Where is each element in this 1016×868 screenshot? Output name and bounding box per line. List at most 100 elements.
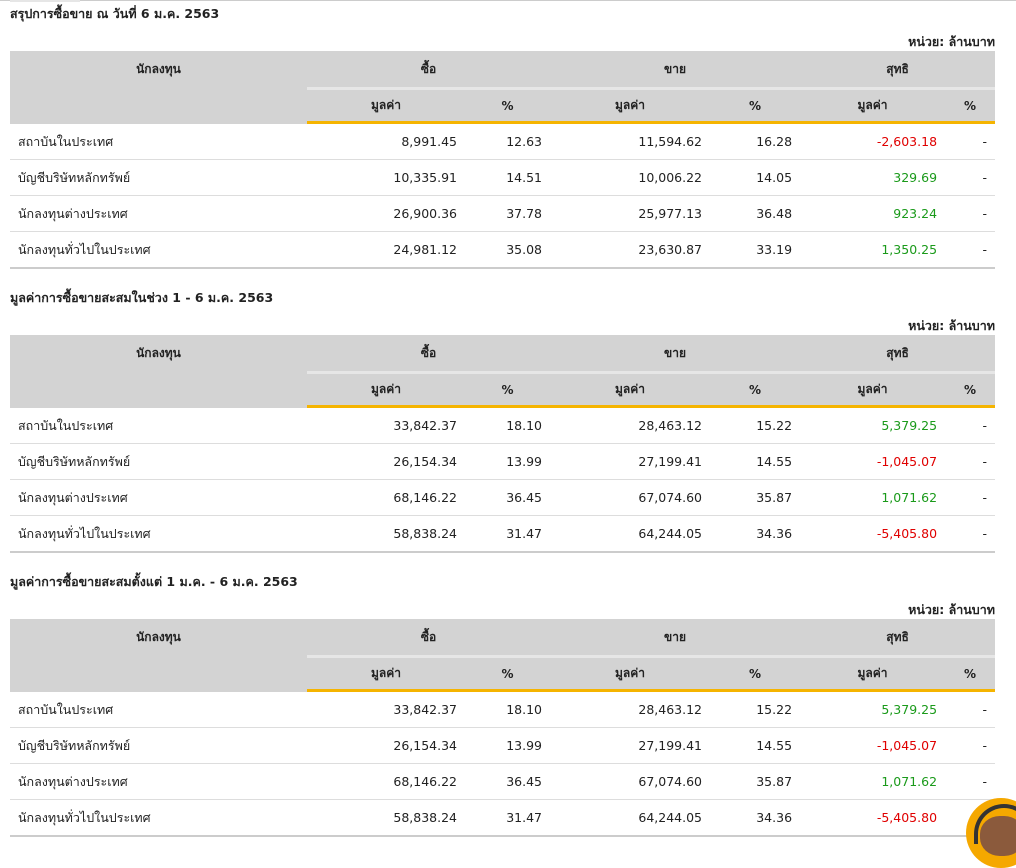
trading-summary-section: มูลค่าการซื้อขายสะสมในช่วง 1 - 6 ม.ค. 25… (10, 284, 996, 553)
header-pct: % (465, 655, 551, 692)
buy-pct: 13.99 (465, 443, 551, 480)
net-value: 5,379.25 (800, 406, 946, 444)
header-net: สุทธิ (800, 619, 996, 657)
sell-pct: 15.22 (710, 406, 801, 444)
section-title: มูลค่าการซื้อขายสะสมตั้งแต่ 1 ม.ค. - 6 ม… (10, 574, 298, 589)
buy-value: 8,991.45 (307, 122, 465, 160)
sell-value: 67,074.60 (550, 763, 711, 800)
header-pct: % (465, 371, 551, 408)
sell-value: 10,006.22 (550, 159, 711, 196)
buy-value: 58,838.24 (307, 515, 465, 553)
buy-pct: 14.51 (465, 159, 551, 196)
header-net: สุทธิ (800, 51, 996, 89)
sell-value: 64,244.05 (550, 515, 711, 553)
header-value: มูลค่า (307, 87, 465, 124)
investor-name: นักลงทุนทั่วไปในประเทศ (10, 515, 307, 553)
sell-pct: 14.55 (710, 727, 801, 764)
header-buy: ซื้อ (307, 335, 551, 373)
header-value: มูลค่า (307, 655, 465, 692)
table-row: นักลงทุนทั่วไปในประเทศ 24,981.12 35.08 2… (10, 231, 996, 269)
header-sell: ขาย (550, 619, 801, 657)
net-value: -1,045.07 (800, 443, 946, 480)
buy-value: 10,335.91 (307, 159, 465, 196)
section-title: สรุปการซื้อขาย ณ วันที่ 6 ม.ค. 2563 (10, 6, 220, 21)
trading-table: นักลงทุน ซื้อ ขาย สุทธิ มูลค่า% มูลค่า% มู… (10, 619, 996, 837)
sell-pct: 34.36 (710, 799, 801, 837)
investor-name: นักลงทุนทั่วไปในประเทศ (10, 231, 307, 269)
sell-value: 25,977.13 (550, 195, 711, 232)
investor-name: สถาบันในประเทศ (10, 406, 307, 444)
header-value: มูลค่า (800, 371, 946, 408)
net-value: -2,603.18 (800, 122, 946, 160)
buy-pct: 31.47 (465, 799, 551, 837)
net-pct: - (945, 406, 996, 444)
buy-value: 33,842.37 (307, 406, 465, 444)
unit-label: หน่วย: ล้านบาท (908, 34, 995, 49)
net-pct: - (945, 727, 996, 764)
sell-value: 28,463.12 (550, 406, 711, 444)
header-pct: % (710, 87, 801, 124)
investor-name: สถาบันในประเทศ (10, 122, 307, 160)
trading-table: นักลงทุน ซื้อ ขาย สุทธิ มูลค่า% มูลค่า% มู… (10, 51, 996, 269)
header-value: มูลค่า (550, 655, 711, 692)
net-value: 1,071.62 (800, 763, 946, 800)
table-row: นักลงทุนต่างประเทศ 26,900.36 37.78 25,97… (10, 195, 996, 232)
sell-pct: 35.87 (710, 763, 801, 800)
buy-pct: 18.10 (465, 690, 551, 728)
sell-value: 23,630.87 (550, 231, 711, 269)
investor-name: บัญชีบริษัทหลักทรัพย์ (10, 443, 307, 480)
sell-value: 64,244.05 (550, 799, 711, 837)
buy-value: 24,981.12 (307, 231, 465, 269)
investor-name: นักลงทุนต่างประเทศ (10, 195, 307, 232)
net-pct: - (945, 763, 996, 800)
net-value: -5,405.80 (800, 799, 946, 837)
table-row: สถาบันในประเทศ 33,842.37 18.10 28,463.12… (10, 406, 996, 444)
buy-value: 68,146.22 (307, 479, 465, 516)
header-net: สุทธิ (800, 335, 996, 373)
header-pct: % (945, 371, 996, 408)
header-buy: ซื้อ (307, 619, 551, 657)
header-blank (10, 656, 307, 692)
table-row: บัญชีบริษัทหลักทรัพย์ 26,154.34 13.99 27… (10, 443, 996, 480)
net-value: 1,350.25 (800, 231, 946, 269)
table-row: บัญชีบริษัทหลักทรัพย์ 26,154.34 13.99 27… (10, 727, 996, 764)
sell-pct: 14.55 (710, 443, 801, 480)
buy-pct: 18.10 (465, 406, 551, 444)
buy-value: 26,900.36 (307, 195, 465, 232)
investor-name: บัญชีบริษัทหลักทรัพย์ (10, 727, 307, 764)
net-pct: - (945, 195, 996, 232)
header-investor: นักลงทุน (10, 619, 307, 657)
buy-pct: 36.45 (465, 763, 551, 800)
sell-value: 27,199.41 (550, 727, 711, 764)
investor-name: นักลงทุนต่างประเทศ (10, 479, 307, 516)
net-value: 923.24 (800, 195, 946, 232)
buy-pct: 36.45 (465, 479, 551, 516)
net-pct: - (945, 515, 996, 553)
header-value: มูลค่า (307, 371, 465, 408)
sell-pct: 36.48 (710, 195, 801, 232)
investor-name: บัญชีบริษัทหลักทรัพย์ (10, 159, 307, 196)
trading-summary-section: มูลค่าการซื้อขายสะสมตั้งแต่ 1 ม.ค. - 6 ม… (10, 568, 996, 837)
net-pct: - (945, 479, 996, 516)
investor-name: นักลงทุนทั่วไปในประเทศ (10, 799, 307, 837)
investor-name: นักลงทุนต่างประเทศ (10, 763, 307, 800)
buy-value: 58,838.24 (307, 799, 465, 837)
header-value: มูลค่า (800, 87, 946, 124)
sell-value: 27,199.41 (550, 443, 711, 480)
investor-name: สถาบันในประเทศ (10, 690, 307, 728)
header-pct: % (710, 655, 801, 692)
top-tab (10, 0, 80, 2)
bull-face-icon (980, 816, 1016, 856)
buy-pct: 37.78 (465, 195, 551, 232)
net-value: 329.69 (800, 159, 946, 196)
header-pct: % (945, 87, 996, 124)
table-row: นักลงทุนต่างประเทศ 68,146.22 36.45 67,07… (10, 763, 996, 800)
net-pct: - (945, 231, 996, 269)
table-row: นักลงทุนทั่วไปในประเทศ 58,838.24 31.47 6… (10, 515, 996, 553)
header-buy: ซื้อ (307, 51, 551, 89)
section-title: มูลค่าการซื้อขายสะสมในช่วง 1 - 6 ม.ค. 25… (10, 290, 274, 305)
net-value: 5,379.25 (800, 690, 946, 728)
header-value: มูลค่า (800, 655, 946, 692)
buy-value: 33,842.37 (307, 690, 465, 728)
sell-value: 28,463.12 (550, 690, 711, 728)
